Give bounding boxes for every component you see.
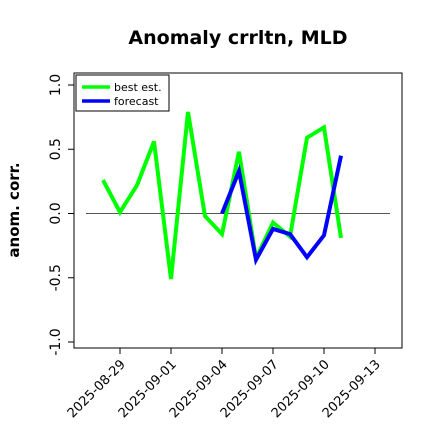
y-tick-label: 0.0: [48, 202, 64, 224]
plot-frame: [73, 72, 403, 349]
x-axis: 2025-08-292025-09-012025-09-042025-09-07…: [65, 348, 384, 421]
legend-label-forecast: forecast: [114, 95, 159, 108]
series-line-forecast: [220, 155, 343, 266]
y-axis: -1.0 -0.5 0.0 0.5 1.0: [48, 74, 74, 356]
y-tick-label: -1.0: [48, 328, 64, 355]
legend-label-best-est: best est.: [114, 81, 162, 94]
series-line-best-est: [101, 111, 343, 280]
y-tick-label: 1.0: [48, 74, 64, 96]
legend: best est. forecast: [75, 74, 170, 112]
series-layer: [101, 111, 343, 280]
chart-title: Anomaly crrltn, MLD: [128, 27, 347, 49]
y-tick-label: -0.5: [48, 264, 64, 291]
y-tick-label: 0.5: [48, 138, 64, 160]
legend-box: [75, 74, 170, 112]
y-axis-label: anom. corr.: [5, 162, 23, 257]
